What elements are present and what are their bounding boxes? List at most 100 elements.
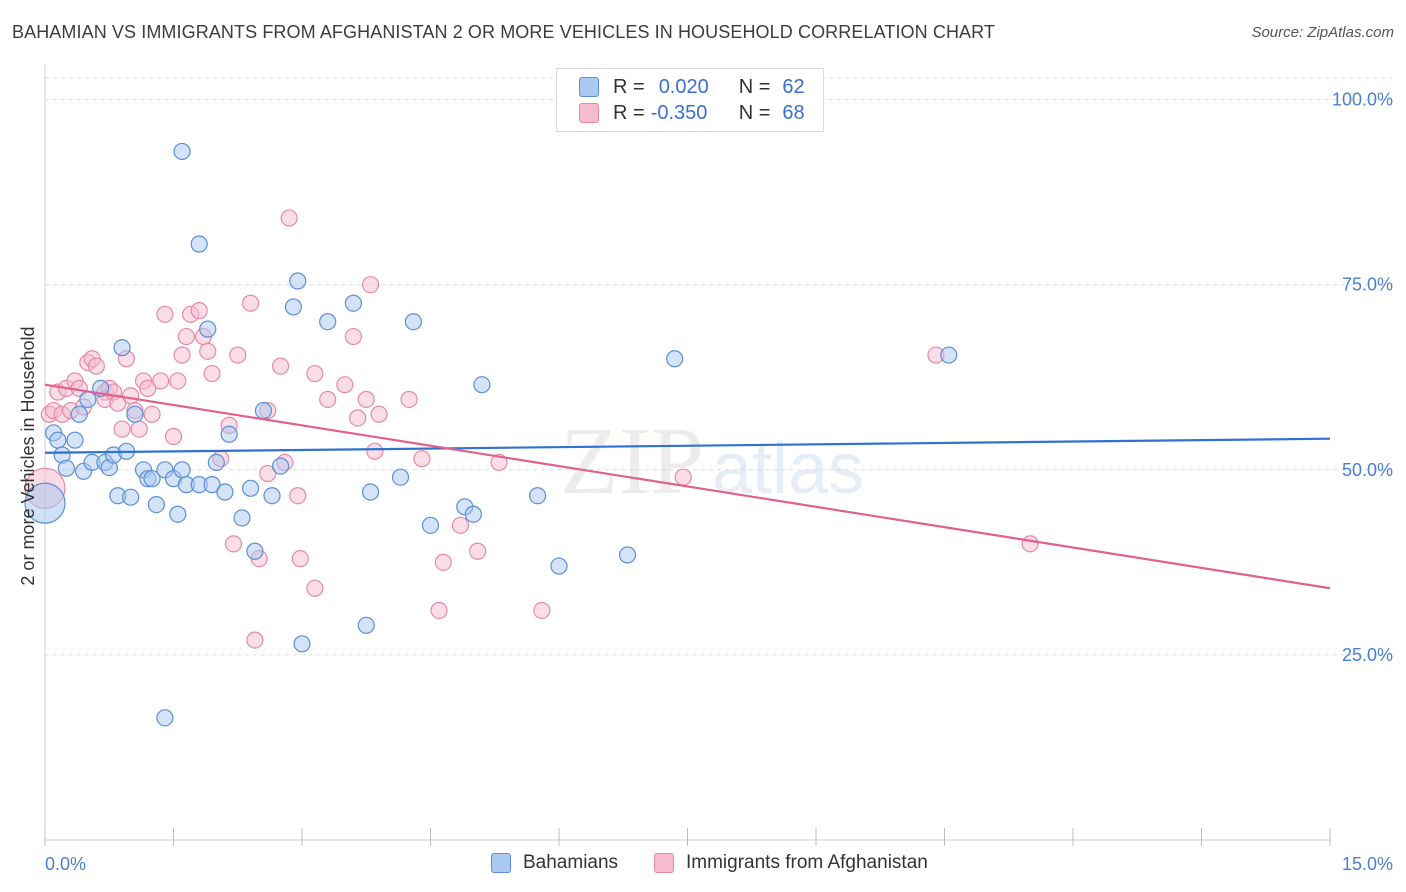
bahamians-point <box>289 272 307 290</box>
series-legend: Bahamians Immigrants from Afghanistan <box>0 852 1406 880</box>
afghanistan-point <box>143 405 161 423</box>
legend-r-label: R = <box>613 101 645 124</box>
legend-label-bahamians: Bahamians <box>523 852 619 873</box>
bahamians-point <box>246 542 264 560</box>
bahamians-point <box>319 313 337 331</box>
bahamians-point <box>173 461 191 479</box>
legend-r-label: R = <box>613 75 645 98</box>
legend-n-value: 68 <box>782 101 805 124</box>
x-tick-label-min: 0.0% <box>45 854 86 874</box>
watermark-zip: ZIP <box>560 407 704 514</box>
bahamians-point <box>57 459 76 477</box>
bahamians-point <box>66 431 84 449</box>
bahamians-point <box>79 390 97 409</box>
afghanistan-point <box>164 427 183 446</box>
afghanistan-point <box>533 601 551 620</box>
bahamians-point <box>233 509 251 527</box>
bahamians-point <box>361 483 380 501</box>
bahamians-point <box>122 488 140 506</box>
afghanistan-point <box>242 294 260 312</box>
bahamians-point <box>126 405 144 423</box>
legend-label-afghanistan: Immigrants from Afghanistan <box>686 852 928 873</box>
afghanistan-point <box>469 542 487 560</box>
afghanistan-point <box>451 516 470 534</box>
afghanistan-point <box>319 390 337 409</box>
afghanistan-point <box>271 357 290 375</box>
bahamians-point <box>199 320 217 338</box>
bahamians-point <box>190 235 208 253</box>
afghanistan-point <box>152 372 170 390</box>
bahamians-point <box>473 376 491 394</box>
bahamians-point <box>156 709 174 727</box>
axes: 25.0% 50.0% 75.0% 100.0% 0.0% 15.0% <box>44 65 1393 874</box>
afghanistan-point <box>173 346 191 364</box>
afghanistan-point <box>490 453 508 472</box>
bahamians-point <box>404 313 422 331</box>
bahamians-point <box>550 557 568 575</box>
bahamians-point <box>220 425 238 443</box>
afghanistan-point <box>130 420 148 438</box>
grid-lines <box>45 77 1392 656</box>
afghanistan-point <box>259 464 277 483</box>
series-bahamians <box>24 142 958 727</box>
y-tick-label: 75.0% <box>1342 275 1393 295</box>
afghanistan-point <box>289 487 307 505</box>
bahamians-point <box>357 616 375 634</box>
bahamians-point <box>293 635 311 653</box>
afghanistan-point <box>203 364 221 383</box>
afghanistan-point <box>357 390 375 409</box>
afghanistan-point <box>400 390 418 409</box>
legend-swatch-bahamians <box>491 853 511 873</box>
afghanistan-point <box>434 553 452 571</box>
afghanistan-point <box>87 357 106 375</box>
afghanistan-point <box>430 601 448 620</box>
afghanistan-point <box>156 305 174 323</box>
bahamians-point <box>271 457 290 475</box>
bahamians-point <box>216 483 234 501</box>
afghanistan-point <box>291 550 309 568</box>
afghanistan-point <box>306 364 324 383</box>
bahamians-point <box>113 339 131 357</box>
x-tick-label-max: 15.0% <box>1342 854 1393 874</box>
afghanistan-point <box>280 209 298 227</box>
legend-r-value: -0.350 <box>650 101 708 124</box>
afghanistan-trend-line <box>44 383 1331 590</box>
y-axis-label: 2 or more Vehicles in Household <box>18 326 38 585</box>
afghanistan-point <box>344 327 362 346</box>
afghanistan-point <box>229 346 247 364</box>
y-tick-label: 25.0% <box>1342 645 1393 665</box>
bahamians-trend-line <box>44 437 1331 454</box>
bahamians-point <box>618 546 637 564</box>
afghanistan-point <box>169 372 187 390</box>
series-immigrants-from-afghanistan <box>24 209 1039 649</box>
afghanistan-point <box>413 450 431 468</box>
afghanistan-point <box>199 342 217 360</box>
bahamians-point <box>242 479 260 497</box>
afghanistan-point <box>306 579 324 597</box>
legend-n-label: N = <box>738 101 771 124</box>
y-tick-label: 100.0% <box>1332 90 1393 110</box>
legend-swatch-blue <box>579 77 599 97</box>
afghanistan-point <box>177 327 195 346</box>
afghanistan-point <box>139 379 157 397</box>
watermark: ZIP atlas <box>560 407 864 514</box>
legend-row-bahamians: R = 0.020 N = 62 <box>579 75 805 99</box>
legend-item-bahamians: Bahamians <box>491 852 618 874</box>
bahamians-point <box>421 516 440 534</box>
bahamians-point <box>147 496 165 514</box>
legend-n-value: 62 <box>782 75 805 98</box>
trend-lines <box>44 383 1331 590</box>
afghanistan-point <box>246 631 264 649</box>
legend-r-value: 0.020 <box>658 75 709 98</box>
bahamians-point <box>940 346 958 364</box>
bahamians-point <box>173 142 191 161</box>
bahamians-point <box>284 298 303 316</box>
bahamians-point <box>263 487 281 505</box>
bahamians-point <box>391 468 410 486</box>
afghanistan-point <box>361 276 380 294</box>
afghanistan-point <box>674 468 692 486</box>
source-label: Source: ZipAtlas.com <box>1251 24 1394 41</box>
afghanistan-point <box>113 420 131 438</box>
legend-item-afghanistan: Immigrants from Afghanistan <box>654 852 928 874</box>
afghanistan-point <box>370 405 388 423</box>
